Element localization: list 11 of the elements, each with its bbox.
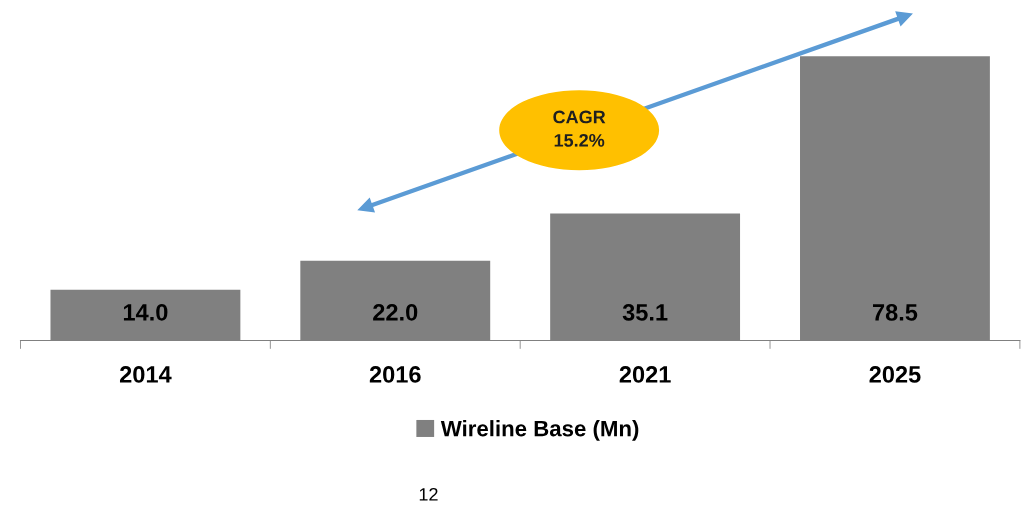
annotation: CAGR 15.2%: [553, 110, 606, 147]
legend-label: Wireline Base (Mn): [440, 420, 639, 441]
data-label: 14.0: [123, 304, 168, 321]
data-label: 78.5: [872, 304, 918, 321]
x-tick-label: 2016: [369, 366, 421, 383]
data-label: 35.1: [622, 304, 668, 321]
x-tick-label: 2021: [619, 366, 671, 383]
text: 12: [419, 487, 438, 501]
x-tick-label: 2025: [869, 366, 921, 383]
data-label: 22.0: [373, 304, 418, 321]
x-tick-label: 2014: [119, 366, 172, 383]
